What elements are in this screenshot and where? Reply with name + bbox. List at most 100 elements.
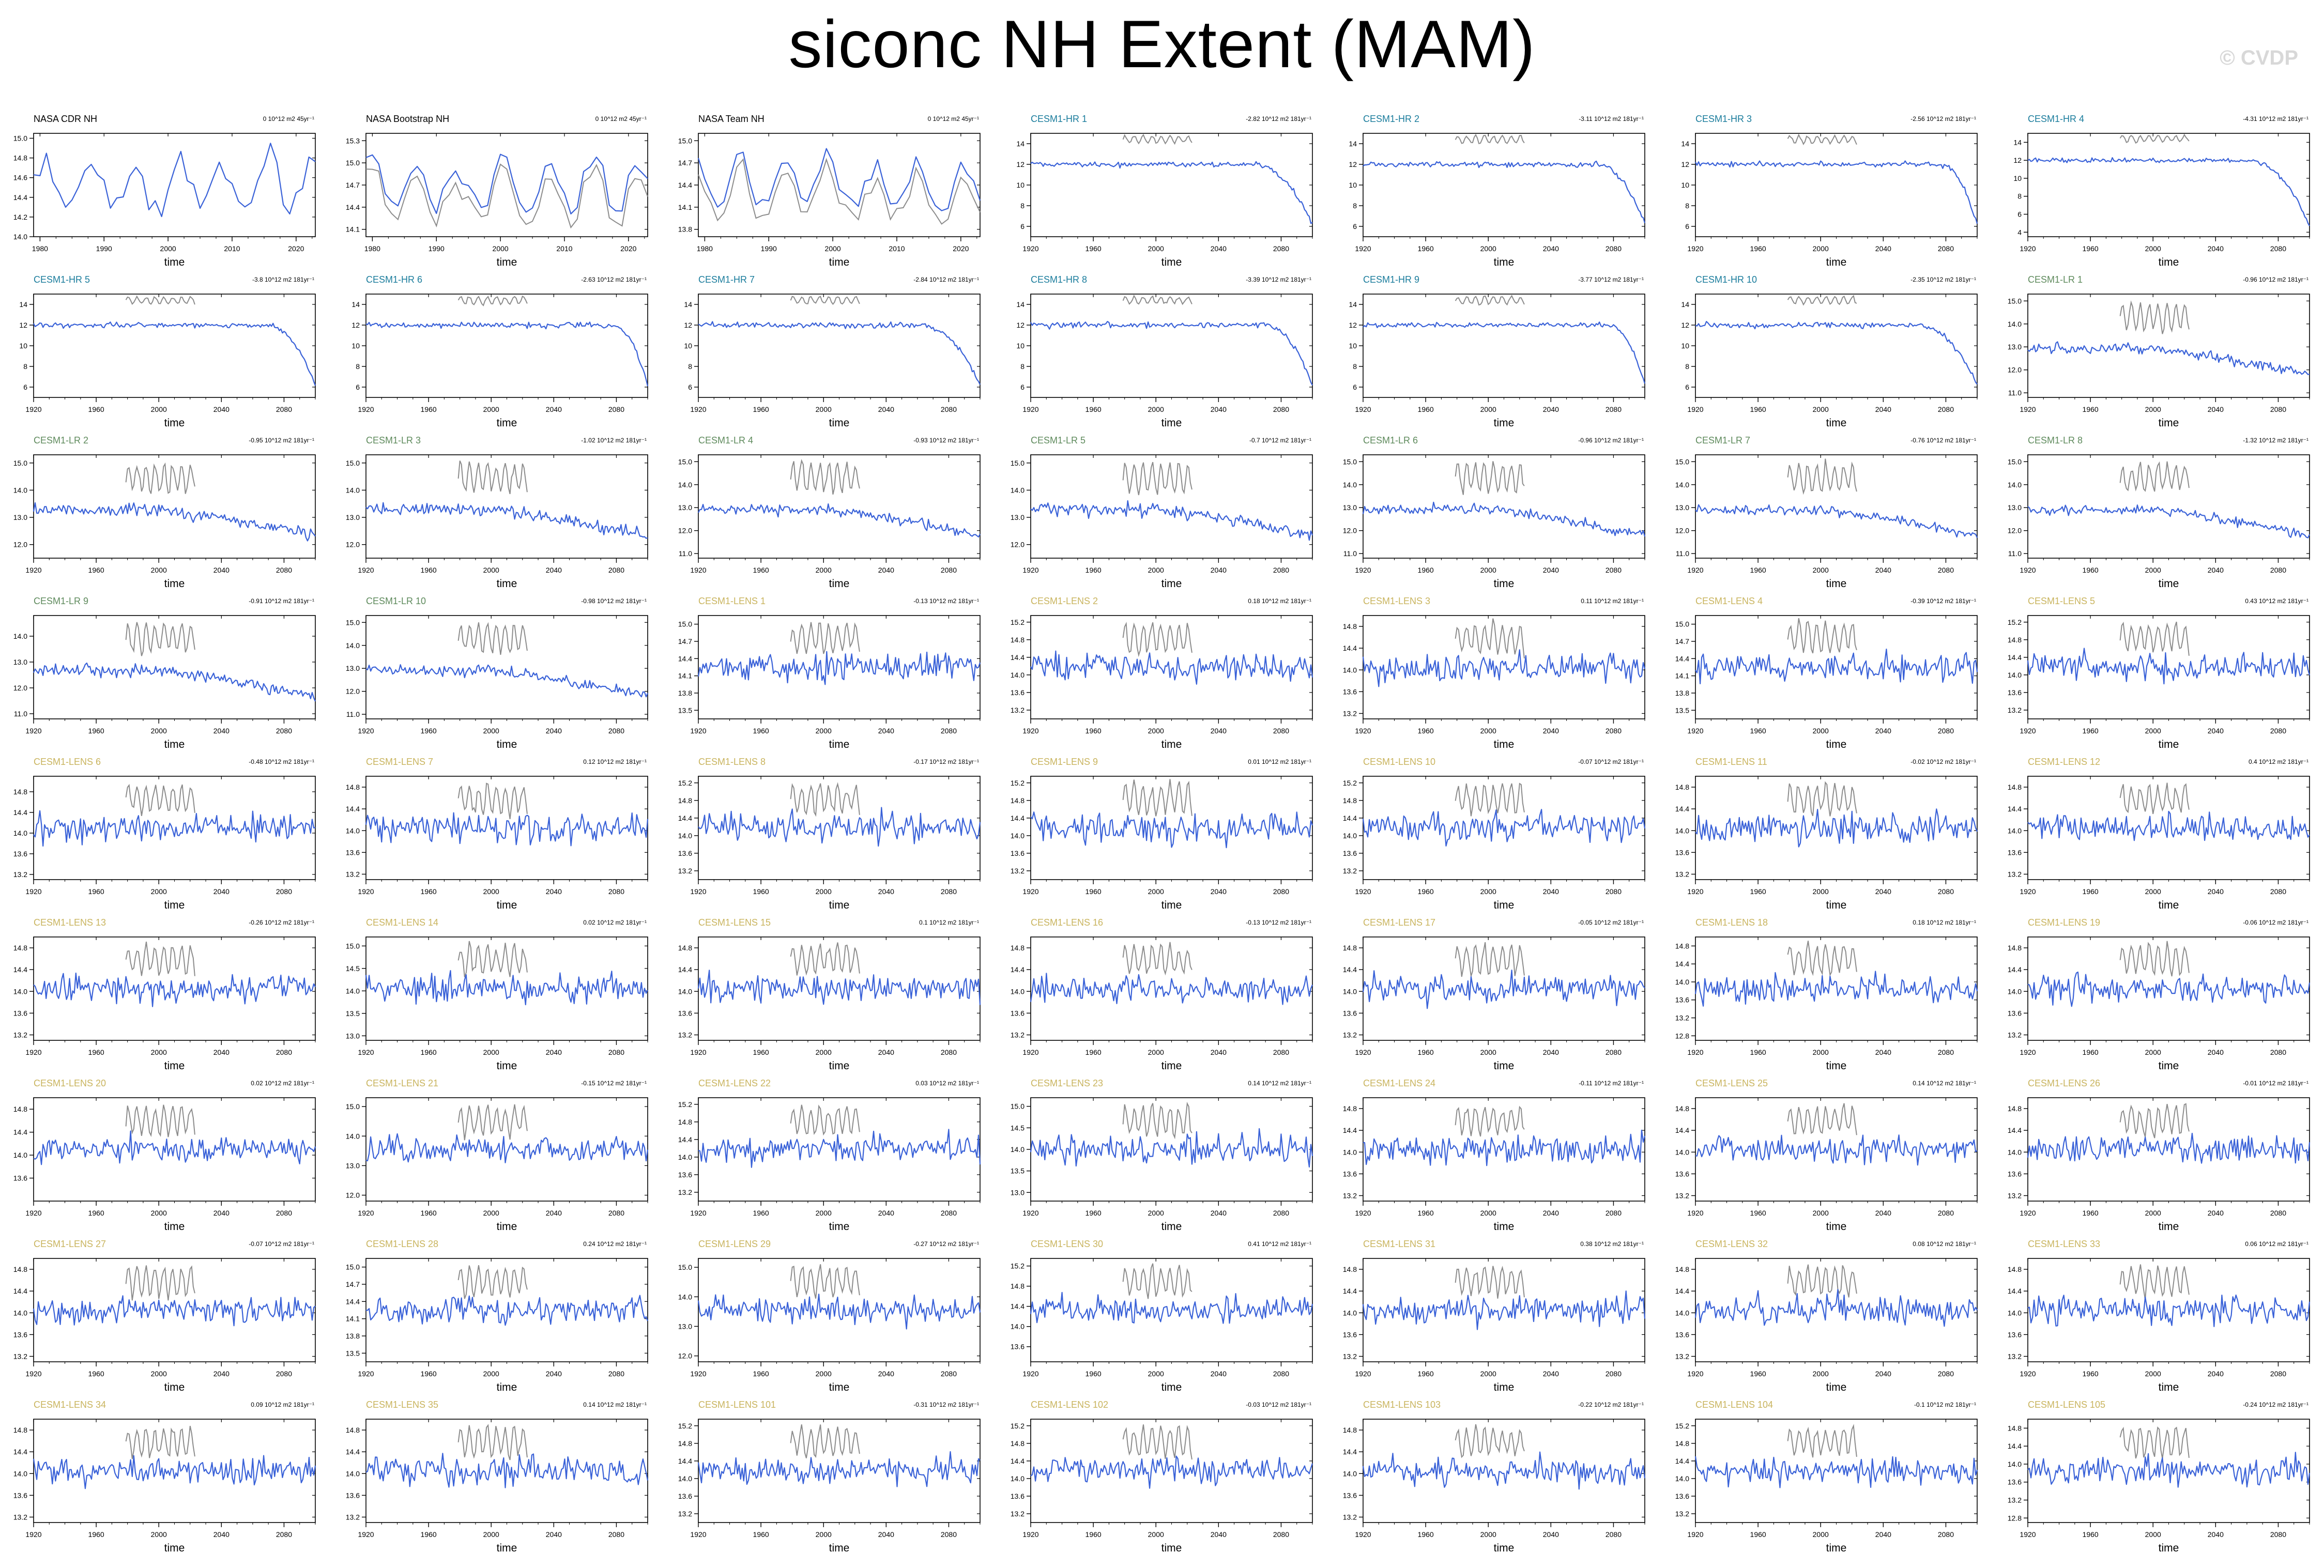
series-line	[33, 1295, 316, 1327]
x-axis-label: time	[497, 578, 517, 590]
y-tick-label: 13.2	[1675, 1352, 1689, 1360]
y-tick-label: 13.2	[2008, 1191, 2022, 1200]
trend-label: -0.76 10^12 m2 181yr⁻¹	[1910, 437, 1976, 444]
y-tick-label: 14.8	[1675, 1104, 1689, 1113]
x-tick-label: 2080	[1938, 1048, 1954, 1056]
trend-label: 0.18 10^12 m2 181yr⁻¹	[1913, 919, 1976, 926]
y-tick-label: 13.5	[346, 1349, 360, 1357]
x-axis-label: time	[497, 256, 517, 268]
obs-overlay-line	[2119, 621, 2190, 656]
x-tick-label: 2000	[1480, 566, 1496, 574]
y-tick-label: 14.0	[1675, 978, 1689, 986]
y-tick-label: 14.8	[678, 944, 692, 952]
y-tick-label: 14.0	[1011, 1474, 1025, 1483]
obs-overlay-line	[457, 460, 528, 495]
series-line	[2027, 504, 2310, 539]
panel-title: CESM1-LENS 2	[1031, 596, 1098, 606]
x-tick-label: 1920	[25, 1048, 41, 1056]
trend-label: -0.95 10^12 m2 181yr⁻¹	[249, 437, 314, 444]
x-tick-label: 1960	[1085, 405, 1102, 413]
x-tick-label: 1960	[421, 887, 437, 896]
y-tick-label: 14	[1349, 300, 1357, 309]
x-tick-label: 1920	[2020, 727, 2036, 735]
y-tick-label: 13.0	[1011, 1188, 1025, 1196]
y-tick-label: 12	[351, 321, 360, 329]
obs-overlay-line	[125, 1265, 195, 1301]
x-tick-label: 1960	[1418, 1048, 1434, 1056]
y-tick-label: 13.2	[13, 1031, 27, 1039]
x-tick-label: 2000	[1480, 244, 1496, 253]
x-tick-label: 1920	[2020, 566, 2036, 574]
y-tick-label: 11.0	[1676, 549, 1689, 558]
y-tick-label: 13.2	[1011, 1510, 1025, 1518]
y-tick-label: 10	[351, 342, 360, 350]
panel-title: CESM1-LENS 17	[1363, 917, 1435, 928]
x-tick-label: 1960	[753, 1370, 769, 1378]
x-axis-label: time	[497, 1542, 517, 1554]
series-line	[1030, 1292, 1313, 1324]
y-tick-label: 14.0	[1343, 1469, 1357, 1478]
x-tick-label: 2080	[608, 1209, 624, 1217]
y-tick-label: 6	[2017, 210, 2022, 219]
panel-title: CESM1-HR 2	[1363, 114, 1419, 124]
x-tick-label: 1920	[1355, 244, 1371, 253]
y-tick-label: 15.3	[346, 136, 360, 145]
y-tick-label: 14.4	[1011, 653, 1025, 662]
x-tick-label: 1920	[1687, 244, 1703, 253]
x-tick-label: 2000	[816, 1209, 832, 1217]
panel: CESM1-HR 2 -3.11 10^12 m2 181yr⁻¹ 6 8 10 12 14…	[1349, 114, 1646, 268]
x-tick-label: 2040	[213, 566, 230, 574]
y-tick-label: 6	[1020, 222, 1025, 230]
y-tick-label: 14.0	[2008, 1460, 2022, 1468]
panel: CESM1-LR 2 -0.95 10^12 m2 181yr⁻¹ 12.0 13.0…	[13, 435, 316, 590]
obs-overlay-line	[790, 1104, 860, 1136]
y-tick-label: 13.0	[1343, 503, 1357, 512]
panel: CESM1-LENS 13 -0.26 10^12 m2 181yr⁻¹ 13.2 1…	[13, 917, 316, 1072]
y-tick-label: 13.8	[678, 689, 692, 697]
y-tick-label: 13.8	[346, 1332, 360, 1340]
y-tick-label: 13.6	[1011, 688, 1025, 697]
y-tick-label: 15.0	[1011, 459, 1025, 467]
y-tick-label: 10	[19, 342, 27, 350]
x-tick-label: 1960	[1750, 1048, 1766, 1056]
x-tick-label: 2080	[608, 1370, 624, 1378]
obs-overlay-line	[1455, 461, 1525, 495]
x-axis-label: time	[1161, 1060, 1182, 1072]
y-tick-label: 15.0	[678, 620, 692, 628]
x-tick-label: 2000	[816, 1048, 832, 1056]
x-axis-label: time	[1494, 417, 1515, 429]
x-axis-label: time	[1161, 417, 1182, 429]
x-tick-label: 1990	[96, 244, 112, 253]
x-tick-label: 2040	[213, 887, 230, 896]
series-line	[33, 810, 316, 847]
y-tick-label: 13.6	[2008, 1330, 2022, 1339]
series-line	[697, 1294, 981, 1330]
panel-title: CESM1-LENS 27	[34, 1239, 106, 1249]
x-tick-label: 2000	[1148, 405, 1164, 413]
y-tick-label: 14.0	[1011, 486, 1025, 494]
y-tick-label: 13.6	[2008, 848, 2022, 856]
x-tick-label: 2000	[1148, 1209, 1164, 1217]
y-tick-label: 14.0	[1675, 481, 1689, 489]
x-tick-label: 2000	[151, 727, 167, 735]
obs-overlay-line	[125, 1425, 195, 1459]
panel-title: CESM1-LR 2	[34, 435, 88, 445]
x-tick-label: 1920	[2020, 405, 2036, 413]
y-tick-label: 15.2	[2008, 618, 2022, 626]
series-line	[1362, 809, 1646, 847]
obs-overlay-line	[1455, 1424, 1525, 1458]
x-axis-label: time	[497, 739, 517, 750]
obs-overlay-line	[1122, 1263, 1192, 1299]
y-tick-label: 15.0	[346, 618, 360, 626]
series-line	[365, 153, 648, 214]
series-line	[2027, 971, 2311, 1007]
plot-frame	[1695, 615, 1978, 719]
series-line	[1363, 1129, 1646, 1166]
y-tick-label: 4	[2017, 228, 2022, 236]
y-tick-label: 15.2	[678, 779, 692, 787]
obs-overlay-line	[790, 296, 860, 305]
x-tick-label: 1960	[1750, 887, 1766, 896]
y-tick-label: 14.8	[2008, 1265, 2022, 1273]
x-axis-label: time	[829, 1381, 850, 1393]
x-tick-label: 1960	[753, 1048, 769, 1056]
